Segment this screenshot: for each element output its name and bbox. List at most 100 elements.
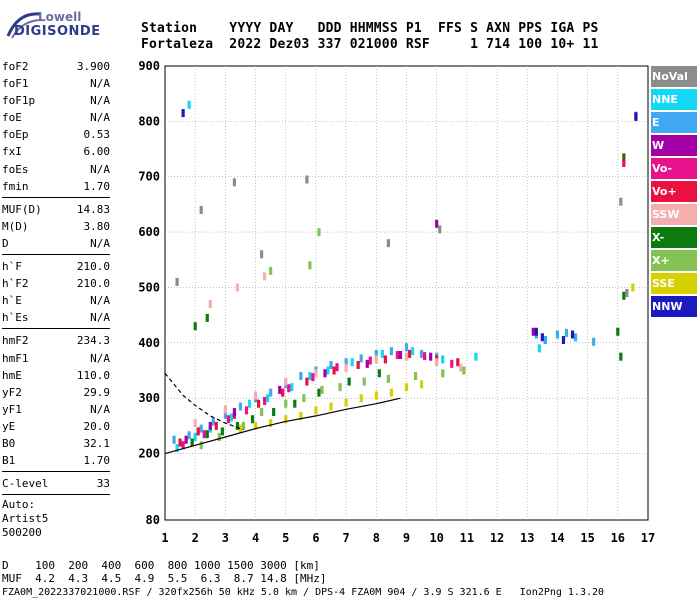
param-name: foF1	[2, 77, 29, 91]
echo-point-noval	[386, 239, 390, 248]
echo-point-nnw	[634, 112, 638, 121]
echo-point-w	[278, 385, 282, 394]
param-value: N/A	[90, 294, 110, 308]
footer-file-info: FZA0M_2022337021000.RSF / 320fx256h 50 k…	[2, 587, 605, 598]
echo-point-ssw	[235, 283, 240, 292]
echo-point-nnw	[181, 109, 185, 118]
echo-point-e	[299, 372, 303, 381]
echo-point-x	[190, 438, 194, 447]
autoscaling-info: Auto:	[2, 498, 36, 512]
echo-point-sse	[404, 383, 409, 392]
legend-item-vo: Vo+	[651, 181, 697, 202]
echo-point-sse	[419, 380, 424, 389]
param-name: yF2	[2, 385, 22, 399]
echo-point-sse	[253, 421, 258, 430]
echo-point-x	[338, 383, 342, 392]
param-row: fxI 6.00	[2, 143, 110, 160]
param-row: yE 20.0	[2, 418, 110, 435]
echo-point-sse	[238, 424, 243, 433]
echo-point-noval	[619, 197, 623, 206]
profile-trace	[164, 372, 244, 431]
echo-point-vo	[181, 441, 185, 450]
legend: NoVal NNE E W Vo- Vo+ SSW X- X+ SSE NNW	[651, 66, 697, 319]
param-value: N/A	[90, 162, 110, 176]
param-value: 20.0	[83, 419, 111, 433]
param-name: h`Es	[2, 311, 29, 325]
x-tick-label: 5	[282, 531, 289, 545]
echo-point-x	[272, 408, 276, 417]
param-row: foE N/A	[2, 109, 110, 126]
echo-point-e	[187, 431, 191, 440]
echo-point-w	[208, 421, 212, 430]
echo-point-x	[622, 153, 626, 162]
y-tick-label: 200	[138, 447, 160, 461]
param-name: h`F2	[2, 277, 29, 291]
footer-distance-row: D 100 200 400 600 800 1000 1500 3000 [km…	[2, 559, 320, 572]
echo-point-nne	[247, 399, 252, 408]
echo-point-vo	[423, 352, 427, 361]
legend-item-noval: NoVal	[651, 66, 697, 87]
param-value: N/A	[90, 77, 110, 91]
echo-point-ssw	[404, 352, 409, 361]
x-tick-label: 1	[161, 531, 168, 545]
param-row: hmF2 234.3	[2, 332, 110, 349]
echo-point-w	[531, 327, 535, 336]
param-value: N/A	[90, 351, 110, 365]
echo-point-vo	[226, 415, 230, 424]
header-labels: Station YYYY DAY DDD HHMMSS P1 FFS S AXN…	[141, 21, 599, 36]
x-tick-label: 10	[429, 531, 443, 545]
echo-point-e	[555, 330, 560, 339]
x-tick-label: 16	[611, 531, 625, 545]
echo-point-e	[359, 354, 363, 363]
echo-point-e	[269, 388, 273, 397]
param-value: N/A	[90, 111, 110, 125]
echo-point-ssw	[208, 300, 212, 309]
y-tick-label: 900	[138, 59, 160, 73]
header-values: Fortaleza 2022 Dez03 337 021000 RSF 1 71…	[141, 37, 599, 52]
x-tick-label: 15	[580, 531, 594, 545]
echo-point-e	[404, 343, 409, 352]
echo-point-vo	[196, 427, 200, 436]
param-value: 3.900	[76, 60, 110, 73]
param-name: hmF1	[2, 351, 29, 365]
echo-point-x	[377, 369, 381, 378]
param-row: hmE 110.0	[2, 367, 110, 384]
echo-point-x	[193, 322, 197, 331]
echo-point-sse	[329, 402, 333, 411]
echo-point-x	[320, 385, 324, 394]
echo-point-vo	[395, 351, 400, 360]
param-name: foE	[2, 111, 22, 125]
param-row: yF2 29.9	[2, 384, 110, 401]
echo-point-vo	[281, 388, 285, 397]
echo-point-sse	[344, 398, 348, 407]
param-name: B1	[2, 454, 16, 468]
echo-point-e	[211, 417, 215, 426]
x-tick-label: 7	[343, 531, 350, 545]
param-value: 1.70	[83, 179, 111, 193]
x-tick-label: 17	[641, 531, 655, 545]
param-value: 3.80	[83, 219, 111, 233]
echo-point-ssw	[193, 419, 197, 428]
param-row: h`Es N/A	[2, 309, 110, 326]
param-name: fxI	[2, 145, 22, 159]
param-name: fmin	[2, 179, 29, 193]
x-tick-label: 2	[192, 531, 199, 545]
echo-point-e	[223, 410, 227, 419]
echo-point-ssw	[253, 391, 258, 400]
y-tick-label: 80	[146, 513, 160, 527]
param-name: foEs	[2, 162, 29, 176]
echo-point-e	[238, 402, 243, 411]
echo-point-x	[441, 369, 445, 378]
echo-point-w	[184, 435, 188, 444]
param-name: foEp	[2, 128, 29, 142]
echo-point-vo	[407, 349, 412, 358]
echo-point-x	[317, 388, 321, 397]
legend-item-vo: Vo-	[651, 158, 697, 179]
echo-point-x	[269, 266, 273, 275]
echo-point-noval	[260, 250, 264, 259]
param-name: h`F	[2, 260, 22, 274]
x-tick-label: 9	[403, 531, 410, 545]
param-name: foF1p	[2, 94, 36, 108]
echo-point-x	[293, 399, 297, 408]
logo-lowell: Lowell	[38, 10, 82, 24]
